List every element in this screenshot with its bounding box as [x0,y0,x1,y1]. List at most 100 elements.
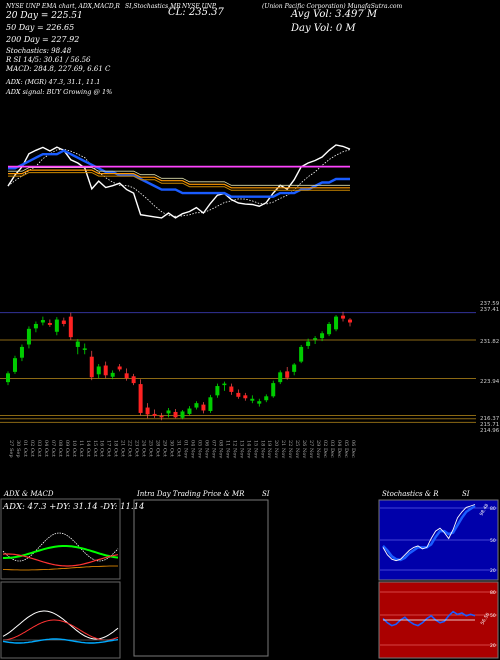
date-label: 31 Oct [176,440,182,457]
date-label: 21 Oct [120,440,126,457]
macd-red-line [2,619,119,641]
candle-body [306,341,311,346]
candle-body [334,316,339,330]
date-label: 02 Oct [29,440,35,457]
price-axis-label: 215.71 [480,422,499,428]
sma200-label: 200 Day = 227.92 [6,35,80,44]
sma20-label: 20 Day = 225.51 [6,11,83,21]
candle-body [187,408,192,414]
sma50-label: 50 Day = 226.65 [6,23,75,32]
candle-body [313,338,318,340]
candle-body [341,315,346,319]
close-label: CL: 235.37 [168,7,224,18]
date-label: 03 Dec [329,440,335,458]
minus-di-line [2,553,119,567]
rsi-level-label: 80 [490,590,496,596]
date-label: 30 Sep [15,440,21,458]
stoch-level-label: 50 [490,538,496,544]
date-label: 18 Oct [113,440,119,457]
candle-body [89,356,94,378]
date-label: 07 Nov [210,440,216,458]
candle-body [271,383,276,397]
candle-body [61,320,66,324]
date-label: 27 Nov [308,440,314,458]
candle-body [278,372,283,383]
candle-body [257,401,262,404]
candle-body [110,372,115,377]
candle-body [6,373,10,383]
candle-body [19,346,24,358]
stoch-title-2: SI [462,490,470,498]
candle-body [82,348,87,350]
header-line1-mid2: NYSE UNP [182,3,216,10]
ema20-line [8,149,350,198]
date-label: 02 Dec [322,440,328,458]
price-axis-label: 214.96 [480,428,500,434]
adx-signal-label: ADX signal: BUY Growing @ 1% [6,88,113,96]
date-label: 16 Oct [99,440,105,457]
candle-body [299,346,304,362]
avg-volume: Avg Vol: 3.497 M [291,9,378,20]
candle-body [96,366,101,375]
header-line1-left: NYSE UNP EMA chart, ADX,MACD,R [6,3,120,10]
price-axis-label: 237.59 [480,301,500,307]
stoch-label: Stochastics: 98.48 [6,47,72,55]
stoch-level-label: 80 [490,506,496,512]
macd-histogram-line [2,638,119,644]
date-label: 03 Oct [36,440,42,457]
candle-body [292,364,297,372]
candle-body [54,319,59,332]
candle-body [243,395,248,399]
date-label: 09 Oct [64,440,70,457]
date-label: 08 Oct [57,440,63,457]
date-label: 14 Oct [85,440,91,457]
date-label: 23 Oct [134,440,140,457]
candle-body [285,371,290,378]
date-label: 15 Nov [252,440,258,458]
candle-body [47,322,52,325]
stoch-value-label: 98.48 [479,503,491,517]
date-label: 25 Oct [148,440,154,457]
candle-body [124,373,129,379]
stoch-title: Stochastics & R [382,490,439,498]
ema100-line [8,172,350,191]
sma5-dotted-line [7,148,351,217]
date-label: 04 Oct [43,440,49,457]
candle-body [131,376,136,384]
date-label: 05 Nov [196,440,202,458]
date-label: 27 Sep [8,440,14,458]
date-label: 21 Nov [280,440,286,458]
candle-body [229,386,234,392]
stoch-k-line [382,504,476,562]
date-label: 22 Nov [287,440,293,458]
date-label: 18 Nov [259,440,265,458]
intraday-panel [133,499,269,657]
adx-orange-line [2,565,118,571]
date-label: 10 Oct [71,440,77,457]
day-volume: Day Vol: 0 M [291,23,356,34]
date-label: 29 Oct [162,440,168,457]
candle-body [33,323,38,329]
candle-body [103,365,108,376]
candle-body [264,396,269,401]
candle-body [26,328,31,345]
rsi-line [382,610,476,627]
candle-body [12,358,17,372]
rsi-level-label: 50 [490,613,496,619]
date-label: 20 Nov [273,440,279,458]
date-label: 24 Oct [141,440,147,457]
date-label: 12 Nov [231,440,237,458]
macd-label: MACD: 284.8, 227.69, 6.61 C [6,65,111,73]
date-label: 28 Oct [155,440,161,457]
price-axis-label: 231.82 [480,339,499,345]
candle-body [222,383,227,386]
date-label: 11 Oct [78,440,84,457]
adx-white-line [2,532,119,562]
candle-body [40,320,45,323]
candle-body [208,397,213,411]
date-label: 30 Oct [169,440,175,457]
date-label: 06 Nov [203,440,209,458]
candle-body [215,386,220,396]
date-label: 19 Nov [266,440,272,458]
